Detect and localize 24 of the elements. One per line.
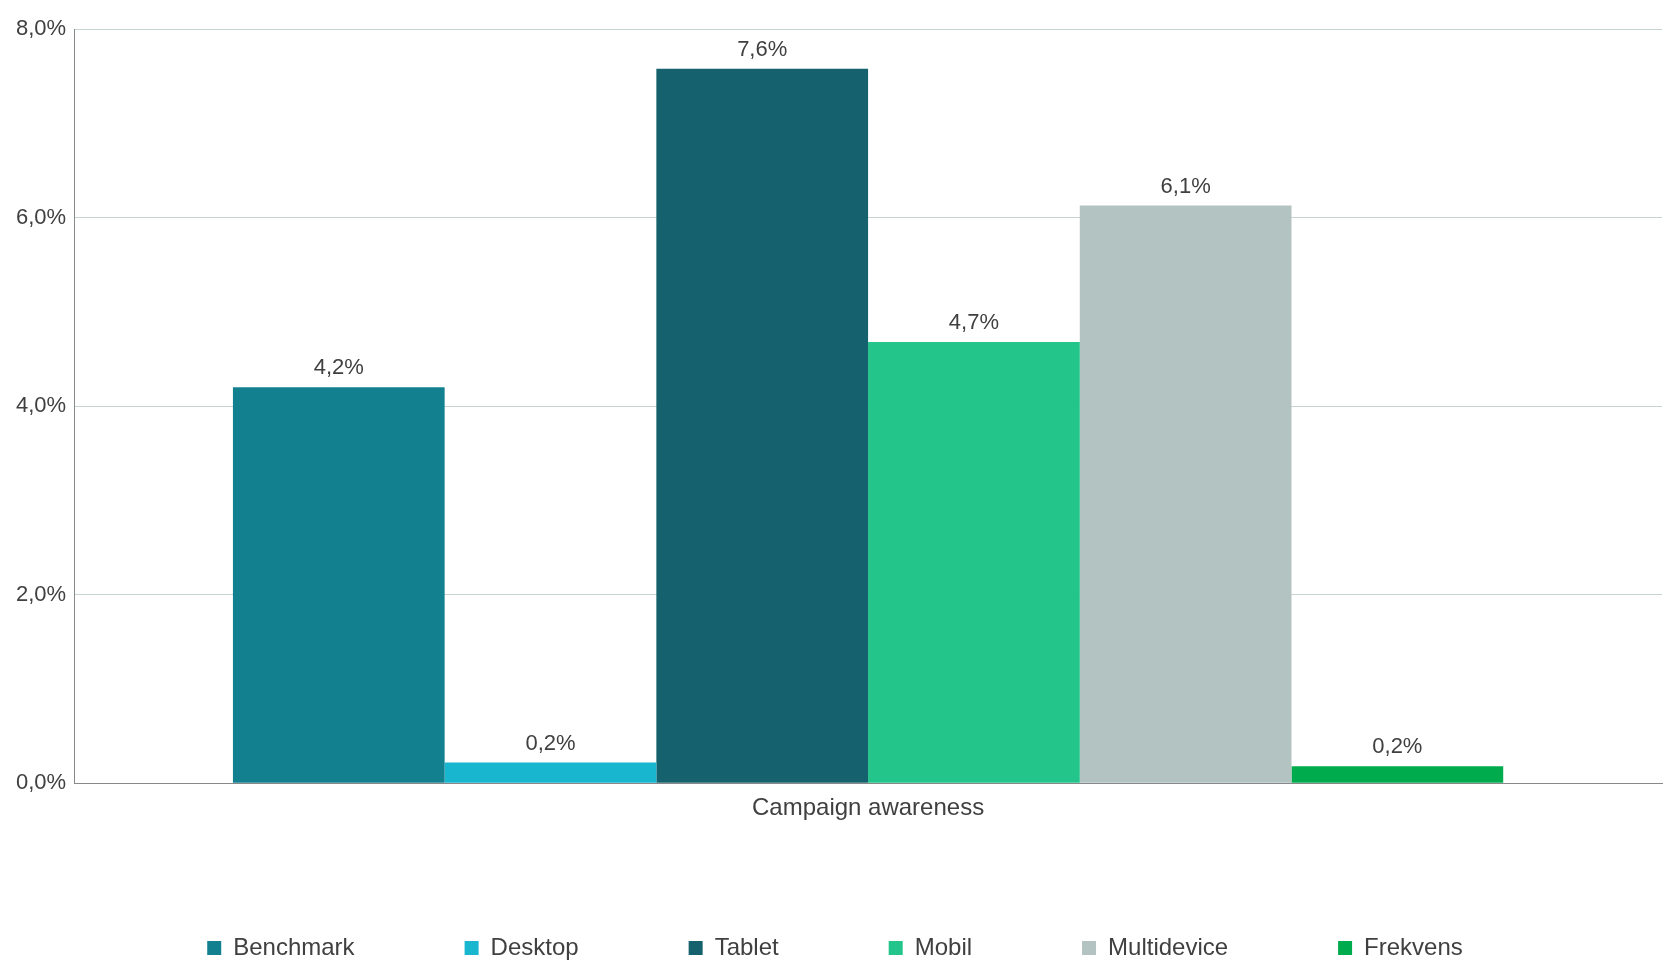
data-label: 6,1% <box>1160 172 1211 198</box>
y-tick-label: 4,0% <box>15 392 67 418</box>
legend-label: Tablet <box>714 932 780 960</box>
y-tick-label: 0,0% <box>15 769 67 795</box>
x-tick-label: Campaign awareness <box>752 793 985 821</box>
legend-label: Desktop <box>490 932 579 960</box>
legend-label: Frekvens <box>1364 932 1463 960</box>
bar <box>232 387 445 783</box>
bar <box>444 762 657 783</box>
data-label: 4,2% <box>313 354 364 380</box>
legend-label: Mobil <box>914 932 973 960</box>
bar <box>656 68 869 783</box>
y-tick-label: 8,0% <box>15 15 67 41</box>
data-label: 4,7% <box>948 309 1000 335</box>
bar <box>1291 766 1504 783</box>
bar <box>1079 205 1292 783</box>
data-label: 7,6% <box>737 35 788 61</box>
legend-label: Multidevice <box>1108 932 1229 960</box>
y-tick-label: 2,0% <box>15 580 67 606</box>
y-tick-label: 6,0% <box>15 203 67 229</box>
legend-label: Benchmark <box>233 932 356 960</box>
data-label: 0,2% <box>1372 733 1423 759</box>
bar <box>868 342 1080 783</box>
data-label: 0,2% <box>525 729 576 755</box>
